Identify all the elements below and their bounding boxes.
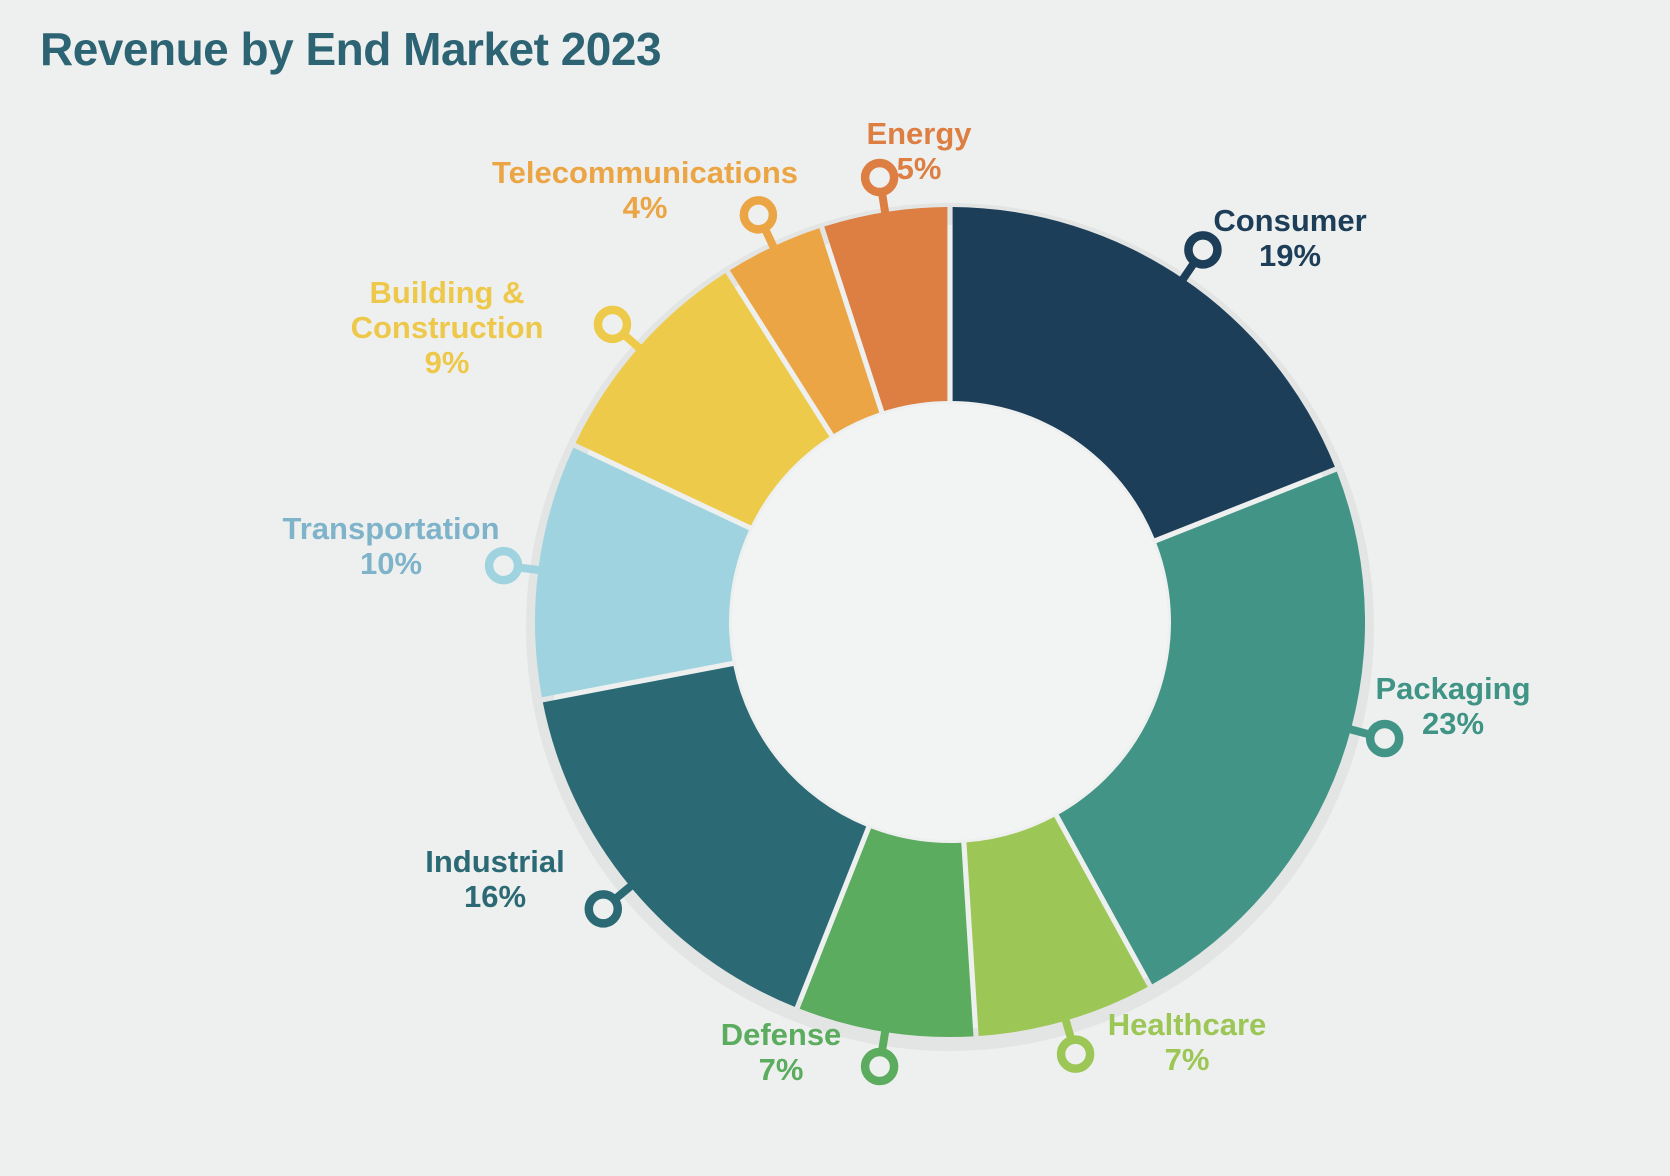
slice-defense — [799, 828, 974, 1038]
leader-dot-transportation — [484, 546, 523, 585]
leader-line-telecommunications — [760, 223, 787, 270]
leader-dot-packaging — [1365, 719, 1404, 758]
slice-transportation — [534, 447, 749, 698]
label-value-defense: 7% — [759, 1052, 804, 1087]
label-energy: Energy 5% — [866, 116, 972, 186]
leader-line-transportation — [513, 563, 564, 577]
label-consumer: Consumer 19% — [1213, 203, 1366, 273]
label-text-building-construction: Construction — [351, 310, 544, 345]
label-building-construction: Building & Construction 9% — [351, 275, 544, 380]
slice-industrial — [542, 665, 867, 1007]
label-value-transportation: 10% — [360, 546, 422, 581]
donut-hole — [732, 404, 1168, 840]
slice-packaging — [1058, 471, 1366, 985]
leader-line-industrial — [610, 869, 651, 904]
leader-dot-building-construction — [593, 305, 632, 344]
leader-dot-defense — [860, 1047, 899, 1086]
label-value-energy: 5% — [897, 151, 942, 186]
leader-line-consumer — [1167, 257, 1200, 301]
label-text-building-construction: Building & — [370, 275, 525, 310]
label-text-transportation: Transportation — [282, 511, 499, 546]
label-text-defense: Defense — [721, 1017, 842, 1052]
label-value-packaging: 23% — [1422, 706, 1484, 741]
label-industrial: Industrial 16% — [425, 844, 565, 914]
label-value-industrial: 16% — [464, 879, 526, 914]
leader-dot-energy — [860, 158, 899, 197]
leader-line-healthcare — [1055, 996, 1076, 1045]
label-text-telecommunications: Telecommunications — [492, 155, 798, 190]
label-text-industrial: Industrial — [425, 844, 565, 879]
label-text-energy: Energy — [866, 116, 972, 151]
leader-dot-healthcare — [1056, 1035, 1095, 1073]
label-packaging: Packaging 23% — [1375, 671, 1530, 741]
leader-line-energy — [877, 187, 893, 237]
label-value-consumer: 19% — [1259, 238, 1321, 273]
leader-dot-telecommunications — [739, 196, 778, 234]
slice-healthcare — [966, 816, 1148, 1037]
label-text-consumer: Consumer — [1213, 203, 1366, 238]
leader-line-building-construction — [618, 329, 659, 366]
slice-telecommunications — [729, 228, 880, 435]
slice-consumer — [952, 207, 1335, 539]
leader-dot-consumer — [1184, 231, 1222, 269]
label-text-healthcare: Healthcare — [1108, 1007, 1267, 1042]
chart-title: Revenue by End Market 2023 — [40, 23, 662, 75]
leader-dot-industrial — [584, 890, 623, 928]
label-healthcare: Healthcare 7% — [1108, 1007, 1267, 1077]
label-text-packaging: Packaging — [1375, 671, 1530, 706]
label-value-telecommunications: 4% — [623, 190, 668, 225]
leader-line-packaging — [1326, 719, 1376, 739]
slice-energy — [824, 207, 948, 412]
label-transportation: Transportation 10% — [282, 511, 499, 581]
label-defense: Defense 7% — [721, 1017, 842, 1087]
label-value-building-construction: 9% — [425, 345, 470, 380]
label-telecommunications: Telecommunications 4% — [492, 155, 798, 225]
label-value-healthcare: 7% — [1165, 1042, 1210, 1077]
leader-line-defense — [877, 1007, 893, 1057]
slice-building-construction — [575, 273, 830, 526]
